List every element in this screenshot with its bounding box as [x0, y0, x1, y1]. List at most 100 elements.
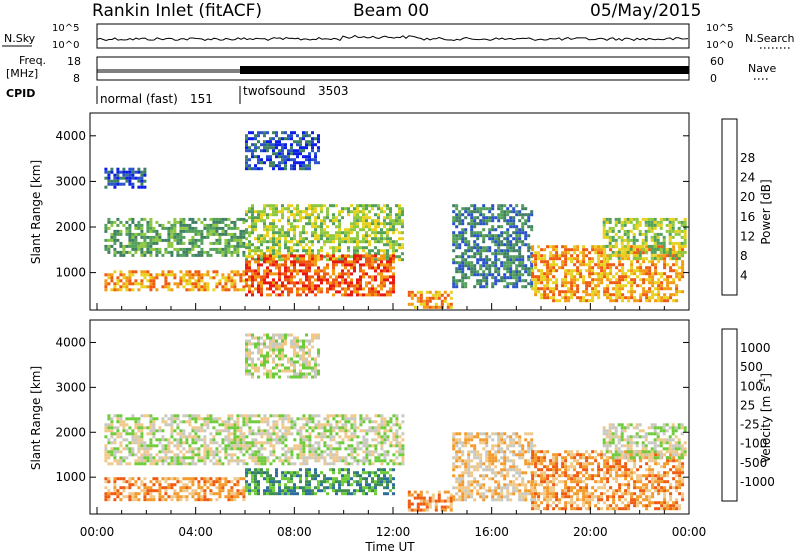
- echo-cell: [608, 241, 612, 245]
- echo-cell: [194, 447, 198, 451]
- echo-cell: [470, 228, 474, 232]
- echo-cell: [681, 275, 685, 279]
- echo-cell: [407, 490, 411, 494]
- echo-cell: [260, 219, 263, 223]
- echo-cell: [518, 210, 522, 214]
- echo-cell: [266, 287, 269, 291]
- echo-cell: [494, 267, 498, 271]
- echo-cell: [263, 260, 266, 264]
- echo-cell: [425, 502, 429, 506]
- echo-cell: [251, 293, 254, 297]
- nave-label: Nave: [748, 62, 776, 75]
- echo-cell: [329, 284, 332, 288]
- echo-cell: [329, 275, 332, 279]
- echo-cell: [203, 441, 207, 445]
- echo-cell: [576, 248, 580, 252]
- echo-cell: [293, 444, 297, 448]
- echo-cell: [659, 217, 663, 221]
- echo-cell: [191, 492, 195, 496]
- echo-cell: [131, 270, 135, 274]
- echo-cell: [603, 251, 607, 255]
- echo-cell: [594, 278, 598, 282]
- echo-cell: [302, 134, 305, 138]
- echo-cell: [119, 241, 123, 245]
- echo-cell: [588, 251, 592, 255]
- echo-cell: [627, 245, 631, 249]
- echo-cell: [308, 134, 311, 138]
- echo-cell: [149, 276, 153, 280]
- echo-cell: [164, 444, 168, 448]
- echo-cell: [275, 438, 279, 442]
- echo-cell: [617, 250, 621, 254]
- echo-cell: [137, 220, 141, 224]
- echo-cell: [266, 246, 269, 250]
- echo-cell: [549, 245, 553, 249]
- echo-cell: [149, 253, 153, 257]
- echo-cell: [368, 420, 372, 424]
- cpid-label: CPID: [6, 87, 35, 100]
- echo-cell: [236, 226, 240, 230]
- echo-cell: [131, 238, 135, 242]
- echo-cell: [395, 213, 398, 217]
- echo-cell: [630, 266, 634, 270]
- echo-cell: [164, 480, 168, 484]
- echo-cell: [614, 250, 618, 254]
- echo-cell: [362, 207, 365, 211]
- echo-cell: [558, 290, 562, 294]
- echo-cell: [161, 444, 165, 448]
- echo-cell: [680, 235, 684, 239]
- echo-cell: [401, 207, 404, 211]
- echo-cell: [488, 219, 492, 223]
- echo-cell: [299, 456, 303, 460]
- echo-cell: [353, 254, 356, 258]
- echo-cell: [600, 251, 604, 255]
- echo-cell: [308, 158, 311, 162]
- echo-cell: [663, 299, 667, 303]
- echo-cell: [329, 237, 332, 241]
- echo-cell: [245, 158, 248, 162]
- echo-cell: [509, 246, 513, 250]
- echo-cell: [230, 235, 234, 239]
- echo-cell: [149, 444, 153, 448]
- echo-cell: [597, 260, 601, 264]
- echo-cell: [269, 486, 272, 490]
- echo-cell: [149, 498, 153, 502]
- echo-cell: [680, 250, 684, 254]
- echo-cell: [537, 254, 541, 258]
- echo-cell: [452, 219, 456, 223]
- echo-cell: [317, 474, 320, 478]
- echo-cell: [353, 435, 357, 439]
- echo-cell: [540, 257, 544, 261]
- echo-cell: [579, 275, 583, 279]
- echo-cell: [482, 207, 486, 211]
- echo-cell: [338, 468, 341, 472]
- echo-cell: [290, 420, 294, 424]
- echo-cell: [546, 281, 550, 285]
- echo-cell: [260, 249, 263, 253]
- echo-cell: [125, 423, 129, 427]
- echo-cell: [215, 229, 219, 233]
- echo-cell: [191, 238, 195, 242]
- echo-cell: [146, 489, 150, 493]
- echo-cell: [179, 441, 183, 445]
- echo-cell: [245, 149, 248, 153]
- echo-cell: [152, 495, 156, 499]
- echo-cell: [455, 234, 459, 238]
- echo-cell: [555, 245, 559, 249]
- echo-cell: [377, 414, 381, 418]
- echo-cell: [272, 272, 275, 276]
- echo-cell: [497, 207, 501, 211]
- echo-cell: [347, 240, 350, 244]
- echo-cell: [641, 244, 645, 248]
- echo-cell: [266, 432, 270, 436]
- echo-cell: [653, 244, 657, 248]
- echo-cell: [317, 255, 320, 259]
- echo-cell: [353, 417, 357, 421]
- echo-cell: [146, 456, 150, 460]
- echo-cell: [281, 254, 284, 258]
- echo-cell: [170, 483, 174, 487]
- echo-cell: [314, 254, 317, 258]
- echo-cell: [251, 453, 255, 457]
- echo-cell: [278, 252, 281, 256]
- echo-cell: [311, 131, 314, 135]
